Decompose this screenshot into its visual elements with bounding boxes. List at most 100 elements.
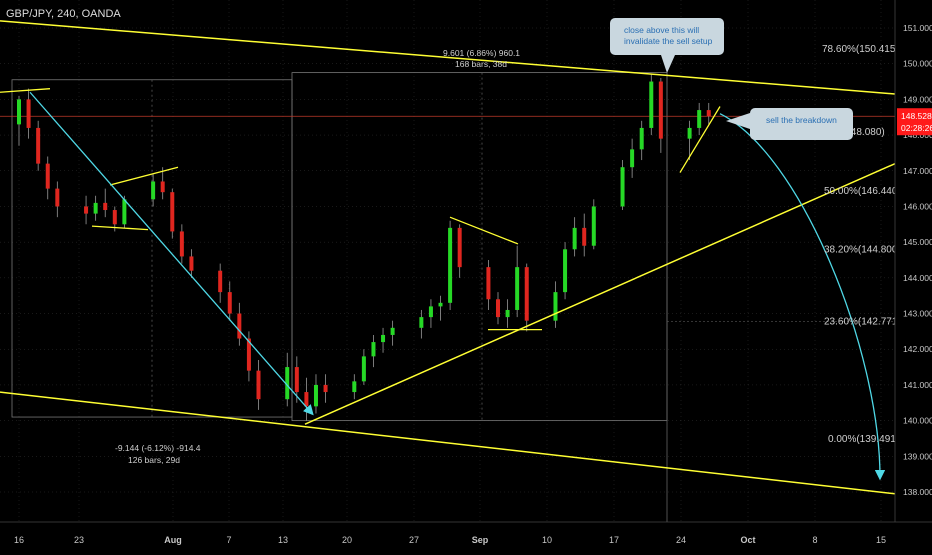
y-tick-12: 150.000 bbox=[903, 59, 932, 69]
candle-body-9 bbox=[122, 199, 127, 225]
y-tick-7: 145.000 bbox=[903, 237, 932, 247]
candle-body-19 bbox=[256, 370, 261, 400]
uptrend-support-line bbox=[304, 162, 896, 425]
x-tick-4: 13 bbox=[278, 535, 288, 545]
candle-body-8 bbox=[112, 210, 117, 225]
y-tick-13: 151.000 bbox=[903, 23, 932, 33]
candle-body-23 bbox=[313, 384, 318, 407]
cyan-projection-arrow bbox=[719, 113, 886, 481]
candle-body-39 bbox=[524, 267, 529, 321]
candle-body-27 bbox=[371, 342, 376, 357]
candle-body-48 bbox=[649, 81, 654, 128]
measure-up-line1: 9.601 (6.86%) 960.1 bbox=[443, 48, 520, 58]
x-tick-2: Aug bbox=[164, 535, 182, 545]
y-tick-2: 140.000 bbox=[903, 416, 932, 426]
fib-label-0: 0.00%(139.491) bbox=[828, 434, 899, 445]
x-tick-0: 16 bbox=[14, 535, 24, 545]
candle-body-13 bbox=[179, 231, 184, 257]
callout-invalidate-line2: invalidate the sell setup bbox=[624, 36, 713, 46]
candle-body-2 bbox=[36, 127, 41, 164]
price-badge-countdown: 02:28:26 bbox=[901, 123, 932, 133]
candle-body-51 bbox=[697, 110, 702, 128]
candle-body-7 bbox=[103, 202, 108, 211]
candle-body-24 bbox=[323, 384, 328, 393]
candle-body-44 bbox=[591, 206, 596, 246]
pattern-line-4 bbox=[449, 216, 519, 245]
x-tick-12: 8 bbox=[812, 535, 817, 545]
y-tick-0: 138.000 bbox=[903, 487, 932, 497]
x-tick-8: 10 bbox=[542, 535, 552, 545]
candle-body-29 bbox=[390, 327, 395, 335]
candle-body-41 bbox=[563, 249, 568, 293]
callout-breakdown-text: sell the breakdown bbox=[766, 115, 837, 125]
candle-body-43 bbox=[582, 227, 587, 246]
x-tick-13: 15 bbox=[876, 535, 886, 545]
fib-label-3: 50.00%(146.440) bbox=[824, 186, 901, 197]
channel-upper-line bbox=[0, 20, 896, 95]
pattern-line-2 bbox=[109, 166, 179, 186]
candle-body-17 bbox=[237, 313, 242, 339]
measure-down-line1: -9.144 (-6.12%) -914.4 bbox=[115, 443, 201, 453]
candle-body-3 bbox=[45, 163, 50, 189]
measure-down-line2: 126 bars, 29d bbox=[128, 455, 180, 465]
measure-up-line2: 168 bars, 38d bbox=[455, 59, 507, 69]
measure-box-up bbox=[291, 72, 668, 422]
callout-invalidate-bubble bbox=[610, 18, 724, 73]
wedge-line bbox=[679, 106, 721, 173]
y-tick-11: 149.000 bbox=[903, 94, 932, 104]
candle-body-30 bbox=[419, 317, 424, 328]
fib-label-1: 23.60%(142.771) bbox=[824, 317, 901, 328]
fib-label-5: 78.60%(150.415) bbox=[822, 44, 899, 55]
candle-body-15 bbox=[218, 270, 223, 293]
channel-lower-line bbox=[0, 391, 896, 495]
candle-body-25 bbox=[352, 381, 357, 393]
cyan-down-arrow bbox=[29, 91, 314, 416]
pattern-line-3 bbox=[91, 225, 149, 231]
y-tick-8: 146.000 bbox=[903, 201, 932, 211]
candle-body-10 bbox=[151, 181, 156, 200]
y-tick-1: 139.000 bbox=[903, 451, 932, 461]
x-tick-5: 20 bbox=[342, 535, 352, 545]
candle-body-12 bbox=[170, 192, 175, 232]
x-tick-1: 23 bbox=[74, 535, 84, 545]
price-axis-bg bbox=[895, 0, 932, 550]
candle-body-42 bbox=[572, 227, 577, 250]
price-badge-value: 148.528 bbox=[901, 111, 932, 121]
candle-body-0 bbox=[17, 99, 21, 125]
candle-body-36 bbox=[496, 299, 500, 318]
candle-body-21 bbox=[294, 367, 299, 393]
candle-body-4 bbox=[55, 188, 60, 207]
candle-body-49 bbox=[658, 81, 663, 139]
y-tick-4: 142.000 bbox=[903, 344, 932, 354]
candle-body-6 bbox=[93, 202, 98, 214]
y-tick-3: 141.000 bbox=[903, 380, 932, 390]
y-tick-9: 147.000 bbox=[903, 166, 932, 176]
candle-body-47 bbox=[639, 127, 644, 150]
candle-body-20 bbox=[285, 367, 290, 400]
candle-body-37 bbox=[505, 309, 510, 318]
x-tick-7: Sep bbox=[472, 535, 489, 545]
price-badge bbox=[897, 108, 932, 136]
candle-body-34 bbox=[457, 227, 462, 268]
x-tick-10: 24 bbox=[676, 535, 686, 545]
y-tick-6: 144.000 bbox=[903, 273, 932, 283]
candle-body-32 bbox=[438, 302, 443, 307]
candle-body-26 bbox=[361, 356, 366, 382]
candle-body-22 bbox=[304, 392, 309, 407]
candle-body-5 bbox=[84, 206, 89, 214]
pattern-line-1 bbox=[0, 88, 51, 93]
x-tick-11: Oct bbox=[740, 535, 755, 545]
candle-body-1 bbox=[26, 99, 31, 128]
fib-label-2: 38.20%(144.800) bbox=[824, 244, 901, 255]
candle-body-11 bbox=[160, 181, 165, 193]
candle-body-50 bbox=[687, 127, 692, 139]
candle-body-18 bbox=[246, 338, 251, 371]
candle-body-40 bbox=[553, 292, 558, 321]
candle-body-38 bbox=[515, 267, 520, 310]
candle-body-14 bbox=[189, 256, 194, 271]
candle-body-35 bbox=[486, 267, 491, 300]
callout-breakdown-bubble bbox=[726, 108, 853, 140]
candle-body-28 bbox=[381, 334, 386, 343]
